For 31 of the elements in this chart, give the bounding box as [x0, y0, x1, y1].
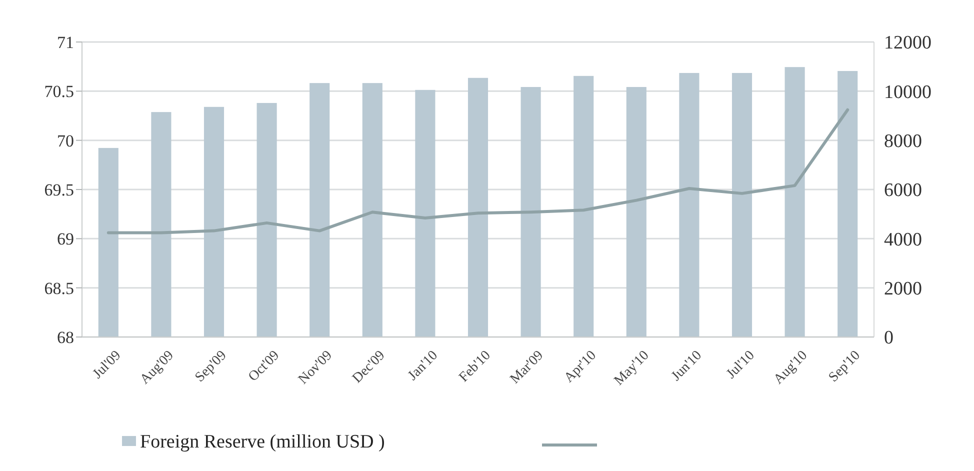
y-tick-label: 70.5 — [44, 82, 74, 102]
bar — [310, 83, 330, 337]
bar — [784, 67, 805, 337]
bar — [626, 86, 646, 337]
y2-tick-label: 4000 — [884, 229, 922, 250]
bar — [468, 78, 488, 337]
y-tick-label: 68 — [57, 328, 74, 347]
bar — [256, 102, 277, 337]
y-tick-label: 68.5 — [44, 278, 74, 298]
y-tick-label: 69 — [57, 230, 74, 249]
bar — [98, 148, 118, 337]
bar — [151, 112, 172, 337]
bar — [362, 83, 382, 337]
y2-tick-label: 12000 — [884, 32, 932, 54]
y2-tick-label: 10000 — [884, 82, 932, 103]
y2-tick-label: 8000 — [884, 130, 922, 152]
legend-label: Foreign Reserve (million USD ) — [140, 432, 385, 453]
bar — [520, 86, 541, 337]
y2-tick-label: 0 — [884, 328, 894, 349]
y-tick-label: 69.5 — [44, 180, 74, 200]
bar — [732, 72, 752, 337]
y-tick-label: 70 — [57, 131, 74, 150]
y-tick-label: 71 — [57, 32, 74, 52]
bar — [838, 71, 858, 337]
bar — [204, 106, 224, 337]
bar — [574, 76, 594, 337]
line-series — [106, 108, 850, 234]
bar — [679, 72, 700, 337]
y2-tick-label: 2000 — [884, 278, 922, 300]
y2-tick-label: 6000 — [884, 180, 922, 202]
bar — [415, 90, 436, 337]
